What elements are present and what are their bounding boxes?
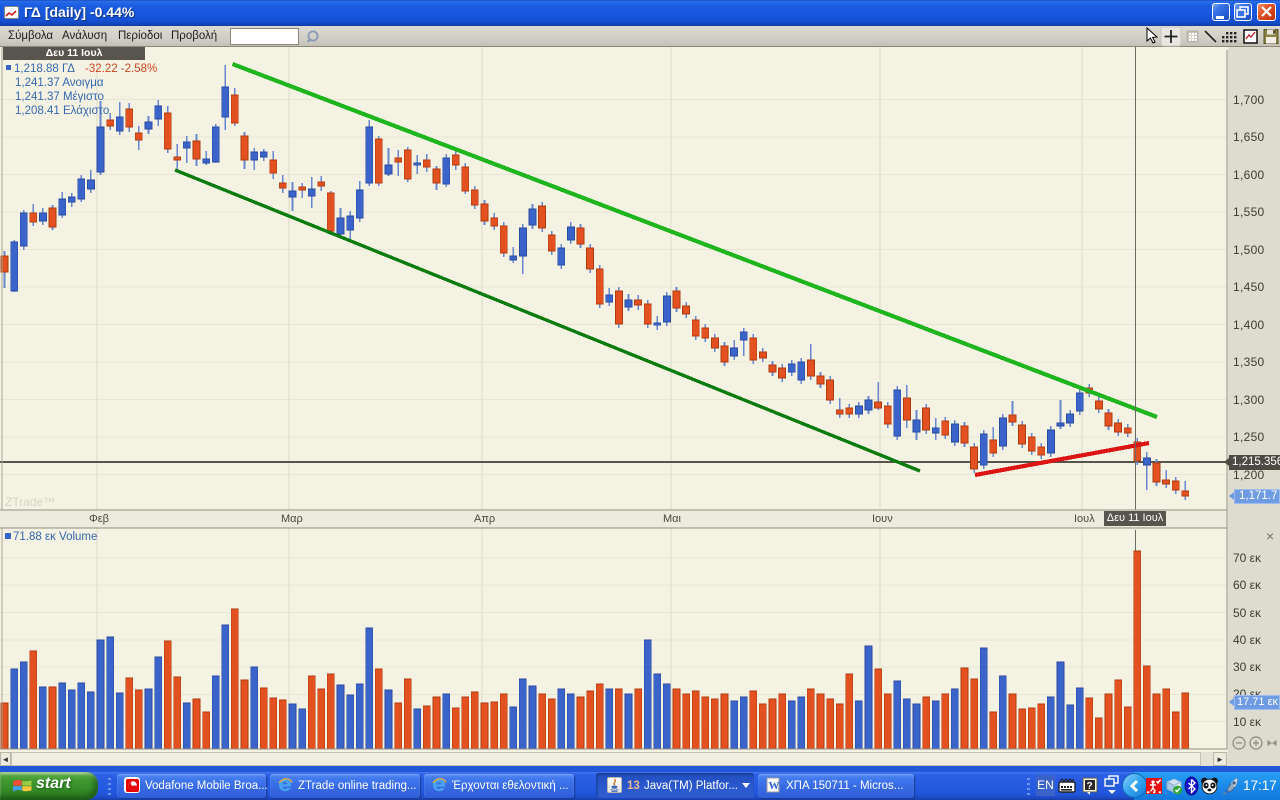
svg-text:?: ?	[1087, 781, 1093, 792]
svg-text:W: W	[769, 780, 780, 792]
